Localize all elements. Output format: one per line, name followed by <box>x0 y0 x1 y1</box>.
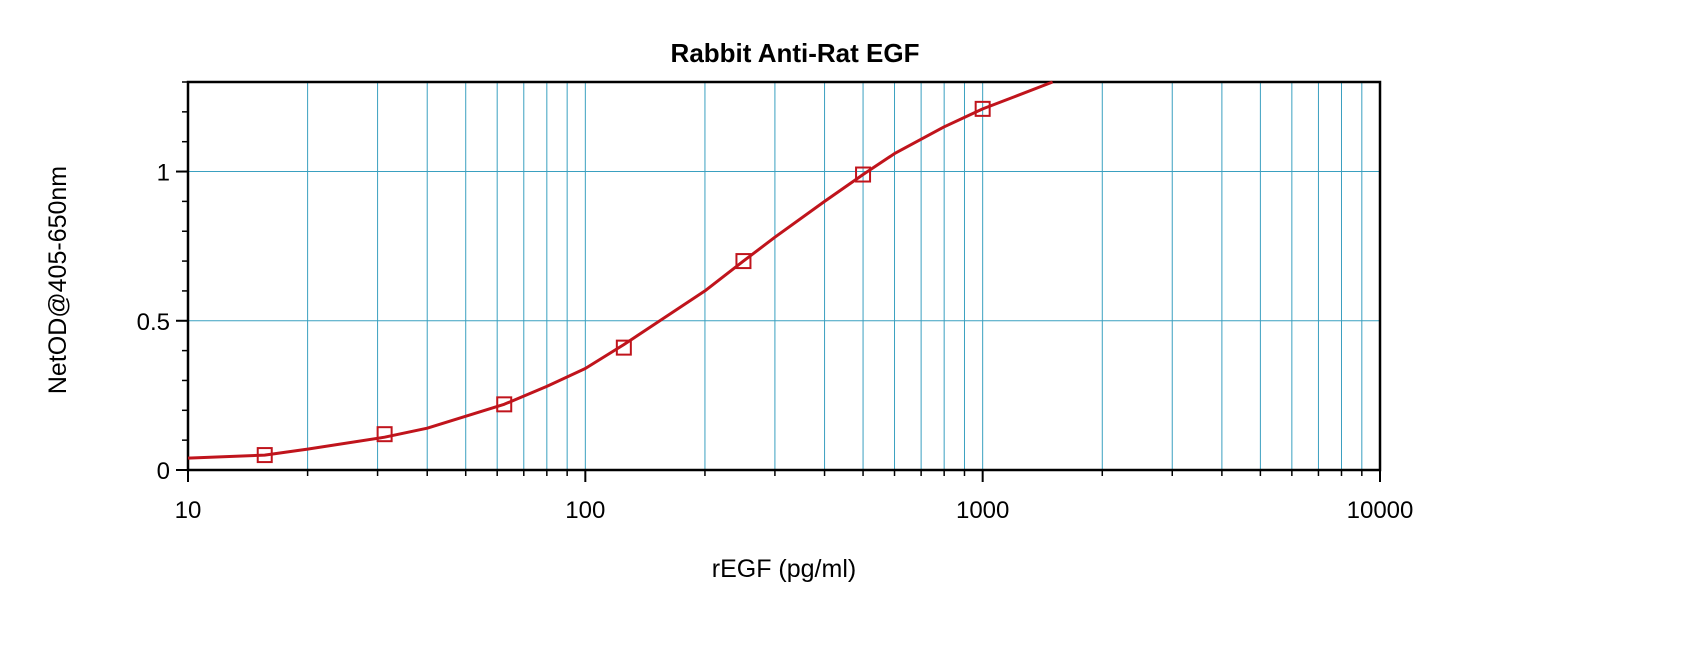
x-tick-label: 100 <box>565 497 605 524</box>
data-point-marker <box>974 100 991 117</box>
data-point-marker <box>496 396 513 413</box>
y-tick-label: 1 <box>157 160 170 187</box>
series <box>187 80 1054 464</box>
data-point-marker <box>376 426 393 443</box>
data-point-marker <box>615 339 632 356</box>
plot-frame <box>186 80 1382 472</box>
x-tick-label: 10000 <box>1347 497 1414 524</box>
y-axis-label: NetOD@405-650nm <box>44 166 72 394</box>
y-tick-label: 0 <box>157 458 170 485</box>
x-tick-label: 10 <box>175 497 202 524</box>
x-axis: 10 100 1000 10000 <box>175 470 1414 524</box>
y-tick-label: 0.5 <box>137 309 170 336</box>
y-axis: 00.51 <box>137 81 188 485</box>
fitted-curve <box>187 80 1054 460</box>
data-point-marker <box>256 447 273 464</box>
x-tick-label: 1000 <box>956 497 1009 524</box>
data-point-marker <box>735 253 752 270</box>
chart-title: Rabbit Anti-Rat EGF <box>671 38 920 68</box>
grid <box>188 82 1380 470</box>
data-point-marker <box>855 166 872 183</box>
x-axis-label: rEGF (pg/ml) <box>712 555 856 583</box>
